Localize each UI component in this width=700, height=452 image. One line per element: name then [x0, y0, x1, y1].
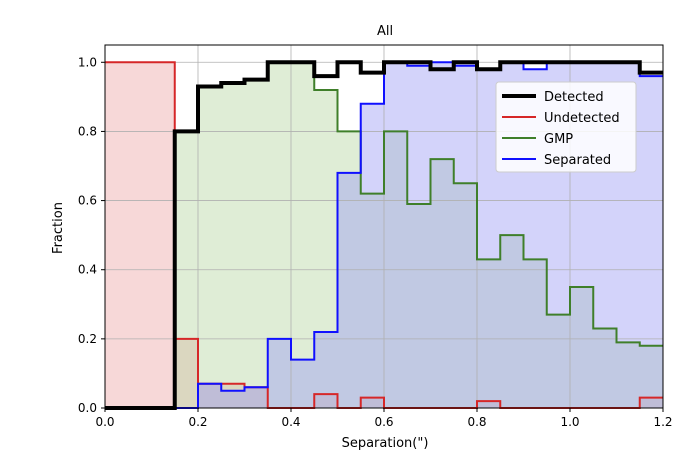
gmp-legend-label: GMP: [544, 132, 573, 147]
detected-line: [105, 60, 663, 410]
separated-line: [105, 61, 663, 409]
y-axis-label: Fraction: [51, 202, 66, 254]
detected-legend-label: Detected: [544, 90, 604, 105]
y-tick-label: 1.0: [78, 55, 97, 69]
legend-box: [495, 81, 637, 173]
x-tick-label: 0.8: [467, 415, 486, 429]
x-axis-ticks: 0.0 0.2 0.4 0.6 0.8 1.0 1.2: [95, 408, 673, 429]
undetected-legend-label: Undetected: [544, 111, 620, 126]
x-tick-label: 0.4: [281, 415, 300, 429]
x-tick-label: 1.2: [653, 415, 672, 429]
y-tick-label: 0.6: [78, 194, 97, 208]
x-tick-label: 0.6: [374, 415, 393, 429]
x-tick-label: 1.0: [560, 415, 579, 429]
x-tick-label: 0.0: [95, 415, 114, 429]
x-axis-label: Separation("): [342, 436, 429, 451]
y-axis-ticks: 0.0 0.2 0.4 0.6 0.8 1.0: [78, 55, 105, 415]
y-tick-label: 0.2: [78, 332, 97, 346]
y-tick-label: 0.8: [78, 124, 97, 138]
x-tick-label: 0.2: [188, 415, 207, 429]
legend: Detected Undetected GMP Separated: [495, 81, 637, 173]
undetected-fill: [105, 62, 663, 409]
chart-title: All: [377, 24, 393, 39]
y-tick-label: 0.0: [78, 401, 97, 415]
y-tick-label: 0.4: [78, 263, 97, 277]
separated-legend-label: Separated: [544, 153, 611, 168]
